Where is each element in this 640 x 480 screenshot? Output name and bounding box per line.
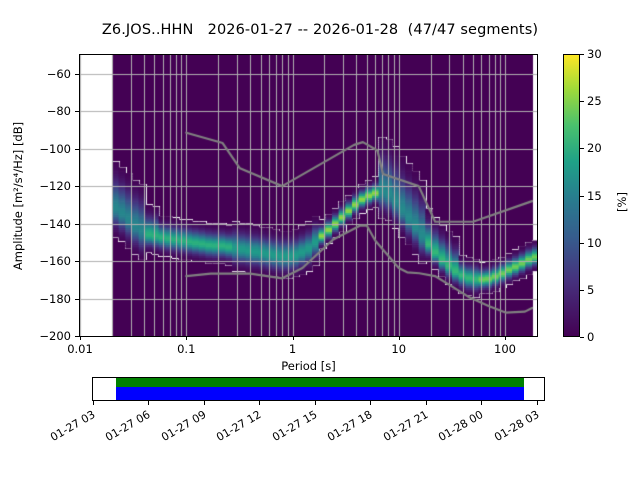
x-tick-mark xyxy=(186,336,187,340)
page-title: Z6.JOS..HHN 2026-01-27 -- 2026-01-28 (47… xyxy=(101,22,539,38)
y-tick-label: −60 xyxy=(46,66,71,81)
colorbar-tick-mark xyxy=(580,337,584,338)
y-tick-label: −160 xyxy=(39,254,71,269)
y-tick-label: −140 xyxy=(39,216,71,231)
x-tick-mark xyxy=(505,336,506,340)
y-tick-label: −200 xyxy=(39,329,71,343)
timeline-tick-label: 01-27 12 xyxy=(214,408,264,444)
colorbar-tick-label: 15 xyxy=(587,188,602,203)
timeline-tick-mark xyxy=(426,401,427,405)
timeline-tick-mark xyxy=(93,401,94,405)
timeline-segment-psd-segments[interactable] xyxy=(115,387,524,400)
timeline-tick-label: 01-27 18 xyxy=(325,408,375,444)
x-axis-label: Period [s] xyxy=(281,359,336,373)
colorbar-unit-text: [%] xyxy=(614,192,629,212)
timeline-tick-label: 01-27 15 xyxy=(270,408,320,444)
y-tick-mark xyxy=(75,149,79,150)
colorbar-tick-mark xyxy=(580,101,584,102)
timeline-tick-mark xyxy=(537,401,538,405)
x-tick-label: 10 xyxy=(391,342,407,356)
timeline-tick-mark xyxy=(481,401,482,405)
colorbar-tick-mark xyxy=(580,243,584,244)
x-tick-label: 100 xyxy=(494,342,516,356)
y-axis-label: Amplitude [m²/s⁴/Hz] [dB] xyxy=(8,54,28,337)
colorbar-tick-label: 20 xyxy=(587,141,602,156)
y-tick-mark xyxy=(75,261,79,262)
colorbar-tick-mark xyxy=(580,290,584,291)
timeline-segment-available-data[interactable] xyxy=(115,378,524,387)
timeline-tick-mark xyxy=(259,401,260,405)
colorbar-tick-label: 5 xyxy=(587,282,595,297)
y-tick-label: −180 xyxy=(39,291,71,306)
psd-plot-area[interactable] xyxy=(79,54,538,337)
colorbar-tick-mark xyxy=(580,196,584,197)
timeline-tick-label: 01-27 09 xyxy=(159,408,209,444)
timeline-tick-label: 01-27 21 xyxy=(380,408,431,444)
y-tick-mark xyxy=(75,299,79,300)
psd-density-canvas xyxy=(80,55,537,336)
x-tick-mark xyxy=(399,336,400,340)
y-tick-label: −120 xyxy=(39,179,71,194)
colorbar xyxy=(563,54,580,337)
y-tick-mark xyxy=(75,111,79,112)
timeline-tick-label: 01-27 06 xyxy=(103,408,153,444)
x-tick-mark xyxy=(80,336,81,340)
x-tick-mark xyxy=(293,336,294,340)
timeline-tick-mark xyxy=(315,401,316,405)
x-tick-label: 1 xyxy=(288,342,297,356)
timeline-tick-label: 01-27 03 xyxy=(48,408,98,444)
x-tick-label: 0.1 xyxy=(177,342,196,356)
y-tick-label: −80 xyxy=(46,104,71,119)
colorbar-tick-label: 30 xyxy=(587,47,602,61)
y-tick-label: −100 xyxy=(39,141,71,156)
y-tick-mark xyxy=(75,336,79,337)
colorbar-unit-label: [%] xyxy=(612,192,632,212)
y-tick-mark xyxy=(75,186,79,187)
timeline-tick-mark xyxy=(148,401,149,405)
colorbar-tick-mark xyxy=(580,148,584,149)
y-tick-mark xyxy=(75,224,79,225)
colorbar-tick-mark xyxy=(580,54,584,55)
x-tick-label: 0.01 xyxy=(67,342,93,356)
colorbar-tick-label: 25 xyxy=(587,94,602,109)
timeline-tick-label: 01-28 00 xyxy=(436,408,486,444)
timeline-tick-label: 01-28 03 xyxy=(491,408,542,444)
timeline-tick-mark xyxy=(204,401,205,405)
colorbar-tick-label: 10 xyxy=(587,235,602,250)
y-tick-mark xyxy=(75,74,79,75)
y-axis-label-text: Amplitude [m²/s⁴/Hz] [dB] xyxy=(11,121,25,270)
timeline-tick-mark xyxy=(370,401,371,405)
colorbar-tick-label: 0 xyxy=(587,330,595,344)
timeline-bar[interactable] xyxy=(92,377,545,401)
